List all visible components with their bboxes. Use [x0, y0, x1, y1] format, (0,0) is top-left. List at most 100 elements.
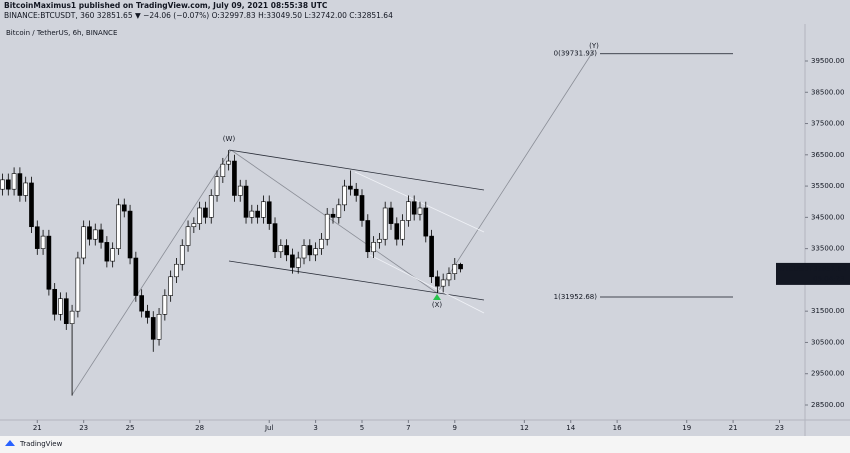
- candle-body: [417, 207, 423, 215]
- candle-body: [63, 298, 69, 324]
- chart-title: Bitcoin / TetherUS, 6h, BINANCE: [6, 29, 117, 37]
- wave-label: (W): [223, 135, 236, 143]
- candle-body: [301, 245, 307, 259]
- candle-body: [284, 245, 289, 256]
- x-tick-label: 19: [682, 424, 691, 432]
- candle-body: [446, 273, 452, 281]
- arrow-up: [433, 294, 441, 300]
- wedge-lines: [354, 171, 485, 314]
- y-tick-label: 28500.00: [811, 401, 844, 409]
- candle-body: [237, 185, 243, 196]
- y-tick-label: 30500.00: [811, 338, 844, 346]
- candle-body: [29, 182, 34, 228]
- candle-body: [272, 223, 278, 253]
- candle-body: [406, 201, 411, 221]
- candle-body: [261, 201, 266, 218]
- candle-body: [116, 204, 121, 249]
- candle-body: [87, 226, 92, 240]
- candle-body: [266, 201, 272, 224]
- candle-body: [197, 207, 202, 224]
- candle-body: [359, 195, 365, 221]
- candle-body: [203, 207, 208, 218]
- candle-body: [382, 207, 388, 240]
- y-tick-label: 33500.00: [811, 245, 844, 253]
- candle-body: [17, 173, 23, 196]
- candle-body: [98, 229, 104, 243]
- candle-body: [336, 204, 342, 218]
- candle-body: [58, 298, 63, 315]
- candle-body: [429, 235, 434, 278]
- x-tick-label: 14: [566, 424, 575, 432]
- candle-body: [0, 179, 5, 190]
- price-symbol: BTCUSDT: [780, 265, 814, 273]
- x-tick-label: 5: [360, 424, 364, 432]
- wave-label: (X): [432, 301, 443, 309]
- candle-body: [342, 185, 347, 206]
- x-tick-label: Jul: [264, 424, 274, 432]
- candle-body: [179, 245, 185, 265]
- candle-body: [150, 317, 156, 340]
- candle-body: [232, 160, 237, 196]
- candle-body: [290, 254, 295, 268]
- wave-lines: [71, 49, 595, 396]
- x-tick-label: 21: [33, 424, 42, 432]
- footer-logo: TradingView: [19, 440, 63, 448]
- candle-body: [214, 176, 220, 196]
- y-tick-label: 35500.00: [811, 182, 844, 190]
- candle-body: [365, 220, 371, 253]
- candle-body: [243, 185, 249, 218]
- x-tick-label: 25: [126, 424, 135, 432]
- candle-body: [127, 210, 133, 259]
- y-tick-label: 34500.00: [811, 213, 844, 221]
- candle-body: [133, 257, 139, 296]
- price-label-bg: [776, 262, 850, 285]
- fib-label: 0(39731.93): [554, 50, 598, 58]
- y-tick-label: 39500.00: [811, 57, 844, 65]
- candle-body: [174, 263, 179, 278]
- candle-body: [168, 276, 173, 296]
- fib-label: 1(31952.68): [554, 293, 598, 301]
- candle-body: [394, 223, 400, 240]
- x-tick-label: 16: [613, 424, 622, 432]
- candle-body: [185, 226, 191, 246]
- candle-body: [162, 295, 168, 315]
- candle-body: [11, 173, 17, 190]
- candle-body: [81, 226, 87, 259]
- x-tick-label: 21: [729, 424, 738, 432]
- candle-body: [319, 238, 324, 249]
- candle-body: [400, 220, 405, 240]
- candle-body: [458, 264, 463, 270]
- candle-body: [423, 207, 429, 237]
- candle-body: [388, 207, 394, 224]
- header-line2: BINANCE:BTCUSDT, 360 32851.65 ▼ −24.06 (…: [4, 11, 393, 20]
- x-tick-label: 9: [453, 424, 457, 432]
- candle-body: [34, 226, 40, 249]
- y-tick-label: 37500.00: [811, 120, 844, 128]
- candle-body: [411, 201, 417, 215]
- candle-body: [313, 248, 318, 256]
- candle-body: [324, 213, 330, 240]
- candle-body: [69, 310, 75, 324]
- candle-body: [255, 210, 260, 218]
- candle-body: [348, 185, 353, 190]
- candle-body: [220, 163, 226, 178]
- x-tick-label: 7: [406, 424, 410, 432]
- candle-body: [377, 238, 382, 243]
- candle-body: [23, 182, 29, 196]
- candle-body: [249, 210, 255, 218]
- candle-body: [75, 257, 81, 312]
- channel-lines: [228, 149, 485, 301]
- header-line1: BitcoinMaximus1 published on TradingView…: [4, 1, 328, 10]
- x-tick-label: 23: [775, 424, 784, 432]
- candle-body: [452, 264, 458, 274]
- x-tick-label: 12: [520, 424, 529, 432]
- candle-body: [104, 242, 110, 262]
- price-countdown: 05:04:23: [813, 275, 844, 283]
- candle-body: [295, 257, 301, 268]
- candle-body: [278, 245, 284, 253]
- candle-body: [435, 276, 440, 287]
- candle-body: [330, 213, 336, 218]
- candle-body: [92, 229, 98, 240]
- candle-body: [139, 295, 144, 312]
